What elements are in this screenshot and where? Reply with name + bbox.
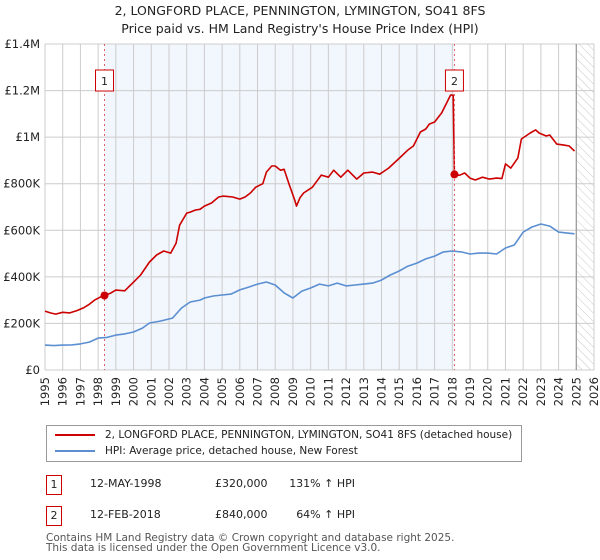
x-tick-label: 1995	[38, 377, 52, 406]
chart-subtitle: Price paid vs. HM Land Registry's House …	[121, 21, 479, 36]
transaction-row: 1 12-MAY-1998 £320,000 131% ↑ HPI	[0, 475, 600, 497]
transaction-hpi-diff: 131% ↑ HPI	[289, 477, 355, 490]
x-tick-label: 2002	[162, 377, 176, 406]
x-tick-label: 2006	[233, 377, 247, 406]
sale-label-number: 2	[451, 75, 458, 88]
legend-swatch-hpi	[55, 450, 95, 452]
y-tick-label: £200K	[3, 316, 40, 330]
x-tick-label: 2005	[215, 377, 229, 406]
legend-label-property: 2, LONGFORD PLACE, PENNINGTON, LYMINGTON…	[105, 429, 513, 441]
x-tick-label: 2024	[552, 377, 566, 406]
y-tick-label: £0	[25, 363, 40, 377]
x-tick-label: 2021	[498, 377, 512, 406]
x-tick-label: 2014	[374, 377, 388, 406]
x-tick-label: 2004	[197, 377, 211, 406]
x-tick-label: 2001	[144, 377, 158, 406]
transaction-marker-badge: 1	[46, 475, 62, 495]
x-tick-label: 2017	[428, 377, 442, 406]
price-chart: 1995 1996 1997 1998 1999 2000 2001 2002 2003 2004…	[3, 37, 600, 406]
x-tick-label: 2000	[127, 377, 141, 406]
y-tick-label: £1M	[15, 130, 40, 144]
footer-licence: This data is licensed under the Open Gov…	[46, 542, 381, 554]
x-tick-label: 2011	[321, 377, 335, 406]
x-tick-label: 2016	[410, 377, 424, 406]
x-tick-label: 2026	[587, 377, 600, 406]
legend-label-hpi: HPI: Average price, detached house, New …	[105, 445, 358, 457]
x-tick-label: 1998	[91, 377, 105, 406]
legend-item-hpi: HPI: Average price, detached house, New …	[47, 443, 517, 459]
sale-label-box	[95, 69, 115, 92]
sale-label-box	[444, 69, 464, 92]
transaction-price: £320,000	[215, 477, 268, 490]
transaction-price: £840,000	[215, 508, 268, 521]
x-tick-label: 2020	[481, 377, 495, 406]
transaction-date: 12-FEB-2018	[90, 508, 161, 521]
x-tick-label: 2009	[286, 377, 300, 406]
x-tick-label: 1999	[109, 377, 123, 406]
x-tick-label: 1996	[56, 377, 70, 406]
x-tick-label: 2015	[392, 377, 406, 406]
x-tick-label: 2025	[569, 377, 583, 406]
x-tick-label: 2023	[534, 377, 548, 406]
y-tick-label: £1.2M	[4, 84, 40, 98]
footer-copyright: Contains HM Land Registry data © Crown c…	[46, 532, 455, 544]
transaction-marker-badge: 2	[46, 506, 62, 526]
property-price-line	[44, 94, 576, 315]
hpi-line	[44, 223, 575, 347]
x-tick-label: 2007	[251, 377, 265, 406]
x-tick-label: 2019	[463, 377, 477, 406]
transaction-date: 12-MAY-1998	[90, 477, 162, 490]
x-tick-label: 2013	[357, 377, 371, 406]
chart-title: 2, LONGFORD PLACE, PENNINGTON, LYMINGTON…	[114, 3, 486, 18]
transaction-row: 2 12-FEB-2018 £840,000 64% ↑ HPI	[0, 506, 600, 528]
sale-point-marker	[450, 170, 459, 179]
y-tick-label: £600K	[3, 223, 40, 237]
sale-point-marker	[100, 291, 109, 300]
y-tick-label: £1.4M	[4, 37, 40, 51]
x-tick-label: 2018	[445, 377, 459, 406]
transaction-hpi-diff: 64% ↑ HPI	[296, 508, 355, 521]
x-tick-label: 1997	[73, 377, 87, 406]
chart-legend: 2, LONGFORD PLACE, PENNINGTON, LYMINGTON…	[46, 425, 522, 462]
x-tick-label: 2003	[180, 377, 194, 406]
x-tick-label: 2008	[268, 377, 282, 406]
ownership-period-shade	[104, 44, 455, 370]
x-tick-label: 2012	[339, 377, 353, 406]
y-tick-label: £800K	[3, 177, 40, 191]
future-hatch-region	[576, 44, 594, 370]
x-tick-label: 2022	[516, 377, 530, 406]
sale-label-number: 1	[101, 75, 108, 88]
legend-swatch-property	[55, 434, 95, 436]
legend-item-property: 2, LONGFORD PLACE, PENNINGTON, LYMINGTON…	[47, 427, 517, 443]
y-tick-label: £400K	[3, 270, 40, 284]
x-tick-label: 2010	[304, 377, 318, 406]
